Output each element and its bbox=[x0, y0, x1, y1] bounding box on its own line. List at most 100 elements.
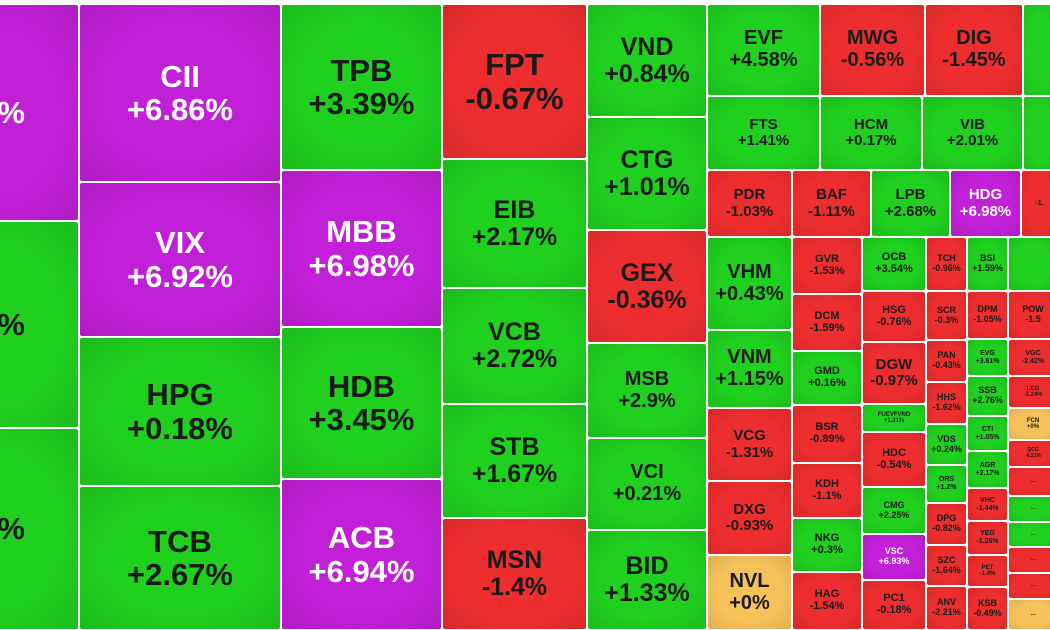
tile-hpg-5[interactable]: HPG +0.18% bbox=[79, 337, 281, 486]
tile-unlabeled-0[interactable]: % bbox=[0, 4, 79, 221]
tile-vhm-35[interactable]: VHM +0.43% bbox=[707, 237, 792, 330]
tile-bid-21[interactable]: BID +1.33% bbox=[587, 530, 707, 630]
tile-ticker: DXG bbox=[733, 500, 766, 518]
tile-change: +2.9% bbox=[618, 389, 676, 412]
tile-ksb-73[interactable]: KSB -0.49% bbox=[967, 587, 1008, 630]
tile-vcg-37[interactable]: VCG -1.31% bbox=[707, 408, 792, 481]
tile-unlabeled-2[interactable]: % bbox=[0, 428, 79, 630]
tile-unlabeled-74[interactable] bbox=[1008, 237, 1050, 291]
tile-change: -1.53% bbox=[809, 264, 845, 277]
tile-vgc-76[interactable]: VGC -2.42% bbox=[1008, 339, 1050, 376]
tile-mwg-23[interactable]: MWG -0.56% bbox=[820, 4, 925, 96]
tile-yeg-71[interactable]: YEG -1.26% bbox=[967, 521, 1008, 555]
tile-tcb-6[interactable]: TCB +2.67% bbox=[79, 486, 281, 630]
tile-unlabeled-29[interactable] bbox=[1023, 96, 1050, 170]
tile-pow-75[interactable]: POW -1.5 bbox=[1008, 291, 1050, 339]
tile-cmg-52[interactable]: CMG +2.25% bbox=[862, 487, 926, 534]
tile-vsc-53[interactable]: VSC +6.93% bbox=[862, 534, 926, 580]
tile-msn-15[interactable]: MSN -1.4% bbox=[442, 518, 587, 630]
tile-pc1-54[interactable]: PC1 -0.18% bbox=[862, 580, 926, 630]
tile-dgw-49[interactable]: DGW -0.97% bbox=[862, 342, 926, 404]
tile-ticker: VNM bbox=[727, 346, 772, 369]
tile-gvr-40[interactable]: GVR -1.53% bbox=[792, 237, 862, 294]
tile-pet-72[interactable]: PET -1.4% bbox=[967, 555, 1008, 587]
tile-vci-20[interactable]: VCI +0.21% bbox=[587, 438, 707, 530]
tile-ticker: FTS bbox=[749, 115, 778, 133]
tile-baf-31[interactable]: BAF -1.11% bbox=[792, 170, 871, 237]
tile-dxg-38[interactable]: DXG -0.93% bbox=[707, 481, 792, 555]
tile-kdh-44[interactable]: KDH -1.1% bbox=[792, 463, 862, 518]
tile-evg-66[interactable]: EVG +3.61% bbox=[967, 339, 1008, 376]
tile-nvl-39[interactable]: NVL +0% bbox=[707, 555, 792, 630]
tile-vds-59[interactable]: VDS +0.24% bbox=[926, 424, 967, 465]
tile-more-81[interactable]: ... bbox=[1008, 496, 1050, 522]
tile-hsg-48[interactable]: HSG -0.76% bbox=[862, 291, 926, 342]
tile-hdg-33[interactable]: HDG +6.98% bbox=[950, 170, 1021, 237]
tile-dig-24[interactable]: DIG -1.45% bbox=[925, 4, 1023, 96]
tile-vib-28[interactable]: VIB +2.01% bbox=[922, 96, 1023, 170]
tile-vcb-13[interactable]: VCB +2.72% bbox=[442, 288, 587, 404]
tile-change: -1.4% bbox=[979, 571, 996, 577]
tile-vhc-70[interactable]: VHC -1.44% bbox=[967, 488, 1008, 521]
tile-ticker: ACB bbox=[327, 520, 396, 556]
tile-ocb-47[interactable]: OCB +3.54% bbox=[862, 237, 926, 291]
tile-more-84[interactable]: ... bbox=[1008, 573, 1050, 599]
tile-pdr-30[interactable]: PDR -1.03% bbox=[707, 170, 792, 237]
tile-tpb-7[interactable]: TPB +3.39% bbox=[281, 4, 442, 170]
tile-more-80[interactable]: ... bbox=[1008, 467, 1050, 496]
tile-fuevfvnd-50[interactable]: FUEVFVND +1.31% bbox=[862, 404, 926, 432]
tile-ticker: HDC bbox=[882, 446, 906, 459]
tile-ssb-67[interactable]: SSB +2.76% bbox=[967, 376, 1008, 416]
tile-bsi-64[interactable]: BSI +1.59% bbox=[967, 237, 1008, 291]
tile-fts-26[interactable]: FTS +1.41% bbox=[707, 96, 820, 170]
tile-ctg-17[interactable]: CTG +1.01% bbox=[587, 117, 707, 230]
tile-unlabeled-25[interactable] bbox=[1023, 4, 1050, 96]
tile-vnm-36[interactable]: VNM +1.15% bbox=[707, 330, 792, 408]
tile-bsr-43[interactable]: BSR -0.89% bbox=[792, 405, 862, 463]
tile-dcm-41[interactable]: DCM -1.59% bbox=[792, 294, 862, 351]
tile-eib-12[interactable]: EIB +2.17% bbox=[442, 159, 587, 288]
tile-unlabeled-34[interactable]: -1. bbox=[1021, 170, 1050, 237]
tile-tch-55[interactable]: TCH -0.96% bbox=[926, 237, 967, 291]
tile-more-85[interactable]: ... bbox=[1008, 599, 1050, 630]
tile-change: +1.41% bbox=[737, 132, 790, 149]
tile-stb-14[interactable]: STB +1.67% bbox=[442, 404, 587, 518]
tile-more-82[interactable]: ... bbox=[1008, 522, 1050, 547]
tile-hdc-51[interactable]: HDC -0.54% bbox=[862, 432, 926, 487]
tile-qcg-79[interactable]: QCG -6.21% bbox=[1008, 440, 1050, 467]
tile-ticker: KSB bbox=[977, 597, 997, 608]
tile-fcn-78[interactable]: FCN +0% bbox=[1008, 408, 1050, 440]
tile-ticker: ... bbox=[1030, 582, 1036, 589]
tile-fpt-11[interactable]: FPT -0.67% bbox=[442, 4, 587, 159]
tile-evf-22[interactable]: EVF +4.58% bbox=[707, 4, 820, 96]
tile-gmd-42[interactable]: GMD +0.16% bbox=[792, 351, 862, 405]
tile-acb-10[interactable]: ACB +6.94% bbox=[281, 479, 442, 630]
tile-unlabeled-1[interactable]: % bbox=[0, 221, 79, 428]
tile-ticker: SZC bbox=[937, 554, 956, 565]
tile-cii-3[interactable]: CII +6.86% bbox=[79, 4, 281, 182]
tile-gex-18[interactable]: GEX -0.36% bbox=[587, 230, 707, 343]
tile-mbb-8[interactable]: MBB +6.98% bbox=[281, 170, 442, 327]
tile-hhs-58[interactable]: HHS -1.62% bbox=[926, 382, 967, 424]
tile-hdb-9[interactable]: HDB +3.45% bbox=[281, 327, 442, 479]
tile-ors-60[interactable]: ORS +1.2% bbox=[926, 465, 967, 503]
tile-more-83[interactable]: ... bbox=[1008, 547, 1050, 573]
tile-pan-57[interactable]: PAN -0.43% bbox=[926, 340, 967, 382]
tile-szc-62[interactable]: SZC -1.64% bbox=[926, 545, 967, 586]
tile-ticker: KDH bbox=[815, 477, 839, 490]
tile-ticker: MBB bbox=[326, 214, 397, 250]
tile-agr-69[interactable]: AGR +2.17% bbox=[967, 451, 1008, 488]
tile-lcg-77[interactable]: LCG -1.24% bbox=[1008, 376, 1050, 408]
tile-hag-46[interactable]: HAG -1.54% bbox=[792, 572, 862, 630]
tile-dpg-61[interactable]: DPG -0.82% bbox=[926, 503, 967, 545]
tile-nkg-45[interactable]: NKG +0.3% bbox=[792, 518, 862, 572]
tile-scr-56[interactable]: SCR -0.3% bbox=[926, 291, 967, 340]
tile-cti-68[interactable]: CTI +1.05% bbox=[967, 416, 1008, 451]
tile-msb-19[interactable]: MSB +2.9% bbox=[587, 343, 707, 438]
tile-anv-63[interactable]: ANV -2.21% bbox=[926, 586, 967, 630]
tile-vix-4[interactable]: VIX +6.92% bbox=[79, 182, 281, 337]
tile-dpm-65[interactable]: DPM -1.05% bbox=[967, 291, 1008, 339]
tile-lpb-32[interactable]: LPB +2.68% bbox=[871, 170, 950, 237]
tile-hcm-27[interactable]: HCM +0.17% bbox=[820, 96, 922, 170]
tile-vnd-16[interactable]: VND +0.84% bbox=[587, 4, 707, 117]
